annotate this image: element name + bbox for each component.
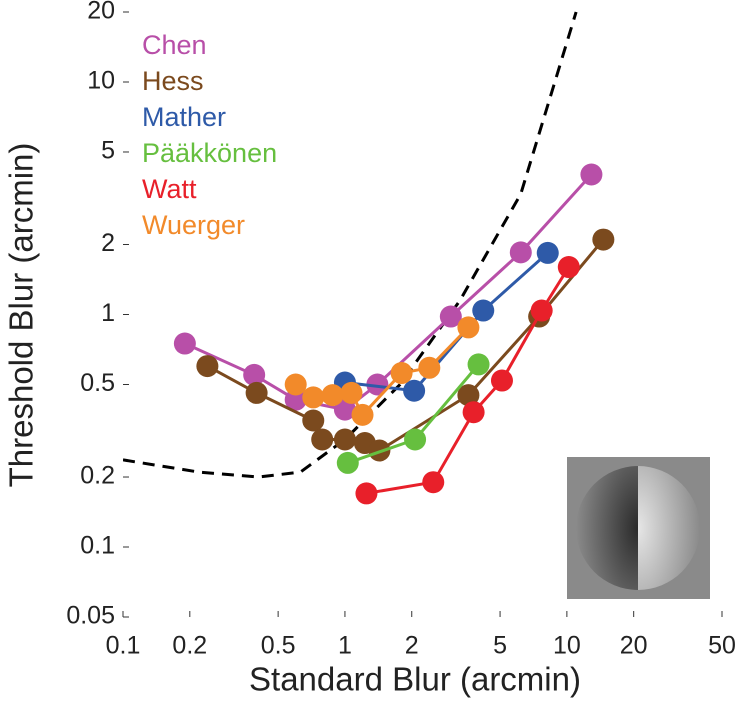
x-tick-label: 20: [620, 632, 648, 660]
point: [457, 384, 480, 407]
x-tick-label: 0.1: [106, 632, 141, 660]
point: [472, 299, 495, 322]
point: [196, 355, 219, 378]
point: [467, 353, 490, 376]
y-tick-label: 0.05: [66, 602, 115, 630]
x-tick-label: 0.2: [172, 632, 207, 660]
legend-entry: Chen: [142, 30, 207, 60]
point: [422, 471, 445, 494]
x-axis-label: Standard Blur (arcmin): [249, 661, 581, 698]
legend-entry: Hess: [142, 66, 204, 96]
point: [536, 241, 559, 264]
point: [302, 386, 325, 409]
point: [457, 316, 480, 339]
x-tick-label: 0.5: [261, 632, 296, 660]
point: [284, 373, 307, 396]
point: [580, 163, 603, 186]
point: [355, 482, 378, 505]
x-tick-label: 5: [493, 632, 507, 660]
point: [557, 256, 580, 279]
point: [390, 362, 413, 385]
point: [321, 384, 344, 407]
point: [336, 451, 359, 474]
point: [243, 363, 266, 386]
point: [340, 381, 363, 404]
x-tick-label: 1: [338, 632, 352, 660]
point: [351, 403, 374, 426]
point: [311, 428, 334, 451]
y-tick-label: 20: [87, 0, 115, 25]
y-tick-label: 1: [101, 299, 115, 327]
legend-entry: Pääkkönen: [142, 138, 277, 168]
line: [344, 251, 549, 393]
y-axis-label: Threshold Blur (arcmin): [3, 143, 40, 488]
point: [173, 332, 196, 355]
line: [206, 238, 605, 453]
y-tick-label: 0.2: [80, 462, 115, 490]
y-tick-label: 0.1: [80, 532, 115, 560]
point: [245, 381, 268, 404]
point: [439, 305, 462, 328]
point: [462, 401, 485, 424]
point: [418, 356, 441, 379]
point: [302, 409, 325, 432]
inset-stimulus: [567, 457, 710, 599]
y-tick-label: 2: [101, 229, 115, 257]
point: [366, 373, 389, 396]
legend-entry: Wuerger: [142, 210, 245, 240]
point: [490, 369, 513, 392]
y-tick-label: 0.5: [80, 369, 115, 397]
point: [333, 398, 356, 421]
point: [333, 428, 356, 451]
point: [530, 299, 553, 322]
x-tick-label: 50: [708, 632, 736, 660]
y-tick-label: 10: [87, 67, 115, 95]
point: [284, 388, 307, 411]
point: [509, 241, 532, 264]
legend-entry: Mather: [142, 102, 226, 132]
legend-entry: Watt: [142, 174, 197, 204]
x-tick-label: 10: [553, 632, 581, 660]
y-tick-label: 5: [101, 137, 115, 165]
point: [403, 379, 426, 402]
point: [404, 428, 427, 451]
x-tick-label: 2: [405, 632, 419, 660]
point: [592, 228, 615, 251]
